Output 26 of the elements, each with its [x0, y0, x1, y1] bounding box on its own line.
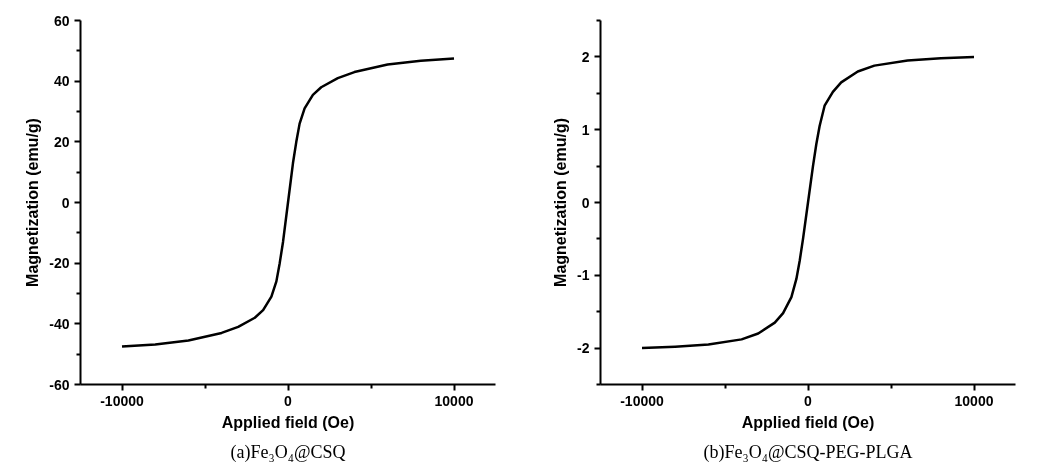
x-tick-label: -10000: [620, 392, 665, 409]
x-tick-label: 10000: [434, 392, 474, 409]
x-tick-label: 0: [804, 392, 813, 409]
y-tick-label: 1: [581, 121, 590, 138]
x-axis-title: Applied field (Oe): [221, 413, 355, 431]
y-tick-label: 40: [53, 73, 70, 90]
line-series: [640, 55, 976, 350]
line-series: [120, 57, 456, 348]
y-tick-label: 0: [581, 194, 590, 211]
y-tick-label: -20: [49, 255, 70, 272]
y-tick-label: 20: [53, 133, 70, 150]
y-tick-label: -2: [577, 340, 590, 357]
text: (a)Fe₃O₄@CSQ: [230, 441, 346, 463]
x-tick-label: 10000: [954, 392, 994, 409]
text: (b)Fe₃O₄@CSQ-PEG-PLGA: [703, 441, 913, 463]
y-tick-label: 0: [61, 194, 70, 211]
y-tick-label: 60: [53, 12, 70, 29]
y-tick-label: -40: [49, 315, 70, 332]
x-tick-label: -10000: [100, 392, 145, 409]
y-tick-label: 2: [581, 48, 590, 65]
x-tick-label: 0: [284, 392, 293, 409]
y-axis-title: Magnetization (emu/g): [552, 118, 570, 287]
y-tick-label: -1: [577, 267, 590, 284]
y-axis-title: Magnetization (emu/g): [24, 118, 42, 287]
x-axis-title: Applied field (Oe): [741, 413, 875, 431]
y-tick-label: -60: [49, 376, 70, 393]
